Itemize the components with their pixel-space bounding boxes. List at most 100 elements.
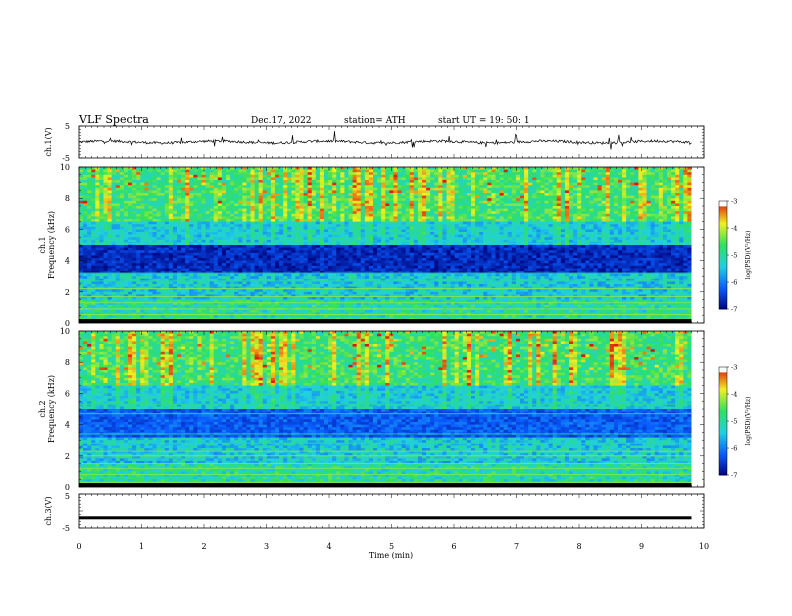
- spectrogram-cell: [234, 229, 238, 232]
- spectrogram-cell: [398, 294, 402, 297]
- spectrogram-cell: [312, 232, 316, 235]
- spectrogram-cell: [108, 222, 112, 225]
- spectrogram-cell: [357, 237, 361, 240]
- spectrogram-cell: [99, 305, 103, 308]
- spectrogram-cell: [177, 198, 181, 201]
- spectrogram-cell: [99, 183, 103, 186]
- spectrogram-cell: [406, 253, 410, 256]
- spectrogram-cell: [381, 185, 385, 188]
- spectrogram-cell: [230, 258, 234, 261]
- spectrogram-cell: [230, 224, 234, 227]
- spectrogram-cell: [210, 297, 214, 300]
- spectrogram-cell: [275, 310, 279, 313]
- spectrogram-cell: [304, 190, 308, 193]
- spectrogram-cell: [255, 281, 259, 284]
- spectrogram-cell: [373, 255, 377, 258]
- spectrogram-cell: [393, 271, 397, 274]
- spectrogram-cell: [222, 287, 226, 290]
- spectrogram-cell: [230, 216, 234, 219]
- spectrogram-cell: [193, 281, 197, 284]
- spectrogram-cell: [173, 172, 177, 175]
- spectrogram-cell: [324, 300, 328, 303]
- spectrogram-cell: [218, 203, 222, 206]
- spectrogram-cell: [349, 274, 353, 277]
- spectrogram-cell: [169, 198, 173, 201]
- spectrogram-cell: [157, 196, 161, 199]
- spectrogram-cell: [295, 263, 299, 266]
- spectrogram-cell: [410, 227, 414, 230]
- spectrogram-cell: [83, 229, 87, 232]
- spectrogram-cell: [238, 201, 242, 204]
- spectrogram-cell: [144, 172, 148, 175]
- spectrogram-cell: [275, 305, 279, 308]
- spectrogram-cell: [238, 300, 242, 303]
- spectrogram-cell: [255, 315, 259, 318]
- spectrogram-cell: [120, 201, 124, 204]
- spectrogram-cell: [116, 248, 120, 251]
- spectrogram-cell: [234, 216, 238, 219]
- spectrogram-cell: [283, 206, 287, 209]
- spectrogram-cell: [218, 227, 222, 230]
- spectrogram-cell: [173, 229, 177, 232]
- spectrogram-cell: [393, 305, 397, 308]
- spectrogram-cell: [275, 193, 279, 196]
- spectrogram-cell: [275, 289, 279, 292]
- spectrogram-cell: [263, 289, 267, 292]
- spectrogram-cell: [234, 222, 238, 225]
- spectrogram-cell: [259, 175, 263, 178]
- spectrogram-cell: [238, 237, 242, 240]
- spectrogram-cell: [202, 281, 206, 284]
- spectrogram-cell: [99, 300, 103, 303]
- spectrogram-cell: [259, 300, 263, 303]
- spectrogram-cell: [349, 175, 353, 178]
- spectrogram-cell: [259, 250, 263, 253]
- spectrogram-cell: [165, 196, 169, 199]
- spectrogram-cell: [320, 287, 324, 290]
- spectrogram-cell: [271, 229, 275, 232]
- spectrogram-cell: [373, 224, 377, 227]
- spectrogram-cell: [291, 297, 295, 300]
- spectrogram-cell: [373, 180, 377, 183]
- spectrogram-cell: [157, 219, 161, 222]
- spectrogram-cell: [406, 289, 410, 292]
- spectrogram-cell: [116, 268, 120, 271]
- spectrogram-cell: [177, 271, 181, 274]
- spectrogram-cell: [251, 281, 255, 284]
- spectrogram-cell: [226, 180, 230, 183]
- spectrogram-cell: [287, 219, 291, 222]
- spectrogram-cell: [340, 180, 344, 183]
- spectrogram-cell: [279, 268, 283, 271]
- spectrogram-cell: [410, 172, 414, 175]
- spectrogram-cell: [230, 180, 234, 183]
- spectrogram-cell: [214, 196, 218, 199]
- spectrogram-cell: [234, 305, 238, 308]
- spectrogram-cell: [230, 287, 234, 290]
- spectrogram-cell: [291, 237, 295, 240]
- spectrogram-cell: [242, 248, 246, 251]
- ch1-waveform-panel: 5 -5 ch.1(V): [44, 122, 704, 163]
- spectrogram-cell: [189, 274, 193, 277]
- spectrogram-cell: [153, 170, 157, 173]
- spectrogram-cell: [238, 266, 242, 269]
- spectrogram-cell: [83, 292, 87, 295]
- spectrogram-cell: [112, 284, 116, 287]
- spectrogram-cell: [271, 206, 275, 209]
- spectrogram-cell: [300, 196, 304, 199]
- spectrogram-cell: [206, 229, 210, 232]
- spectrogram-cell: [275, 232, 279, 235]
- spectrogram-cell: [324, 183, 328, 186]
- spectrogram-cell: [283, 287, 287, 290]
- spectrogram-cell: [189, 180, 193, 183]
- spectrogram-cell: [108, 310, 112, 313]
- spectrogram-cell: [230, 281, 234, 284]
- spectrogram-cell: [324, 240, 328, 243]
- spectrogram-cell: [414, 211, 418, 214]
- spectrogram-cell: [136, 294, 140, 297]
- spectrogram-cell: [197, 206, 201, 209]
- spectrogram-cell: [332, 258, 336, 261]
- spectrogram-cell: [202, 261, 206, 264]
- spectrogram-cell: [157, 300, 161, 303]
- spectrogram-cell: [210, 274, 214, 277]
- spectrogram-cell: [304, 297, 308, 300]
- spectrogram-cell: [353, 188, 357, 191]
